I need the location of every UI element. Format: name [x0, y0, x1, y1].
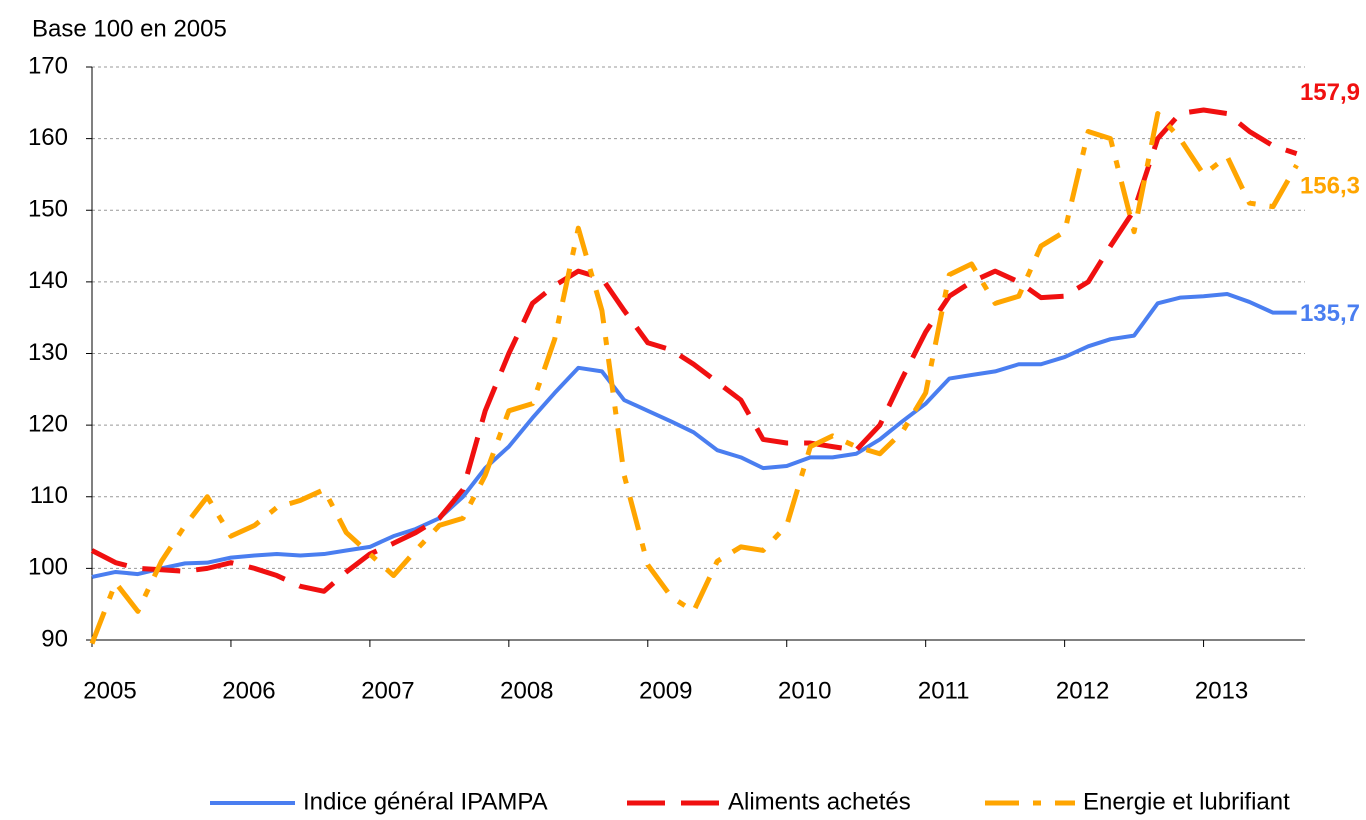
y-axis-label: Base 100 en 2005 — [32, 15, 227, 42]
x-tick-label: 2011 — [918, 677, 970, 704]
legend-label: Indice général IPAMPA — [303, 788, 548, 815]
y-tick-label: 160 — [28, 124, 68, 151]
series-line — [91, 292, 1297, 579]
x-tick-label: 2012 — [1056, 677, 1109, 704]
data-label: 156,3 — [1300, 172, 1360, 199]
series-line — [90, 107, 1298, 594]
legend-label: Energie et lubrifiant — [1083, 788, 1290, 815]
y-tick-label: 100 — [28, 554, 68, 581]
y-tick-label: 120 — [28, 410, 68, 437]
series-line — [89, 111, 1299, 645]
legend-label: Aliments achetés — [728, 788, 911, 815]
y-tick-label: 170 — [28, 52, 68, 79]
data-label: 135,7 — [1300, 300, 1360, 327]
y-tick-label: 150 — [28, 196, 68, 223]
y-tick-label: 90 — [41, 625, 68, 652]
x-tick-label: 2006 — [222, 677, 275, 704]
y-tick-label: 110 — [30, 482, 68, 509]
x-tick-label: 2005 — [83, 677, 136, 704]
x-tick-label: 2008 — [500, 677, 553, 704]
data-label: 157,9 — [1300, 79, 1360, 106]
x-tick-label: 2007 — [361, 677, 414, 704]
x-tick-label: 2010 — [778, 677, 831, 704]
x-tick-label: 2013 — [1195, 677, 1248, 704]
x-tick-label: 2009 — [639, 677, 692, 704]
y-tick-label: 140 — [28, 267, 68, 294]
y-tick-label: 130 — [28, 339, 68, 366]
